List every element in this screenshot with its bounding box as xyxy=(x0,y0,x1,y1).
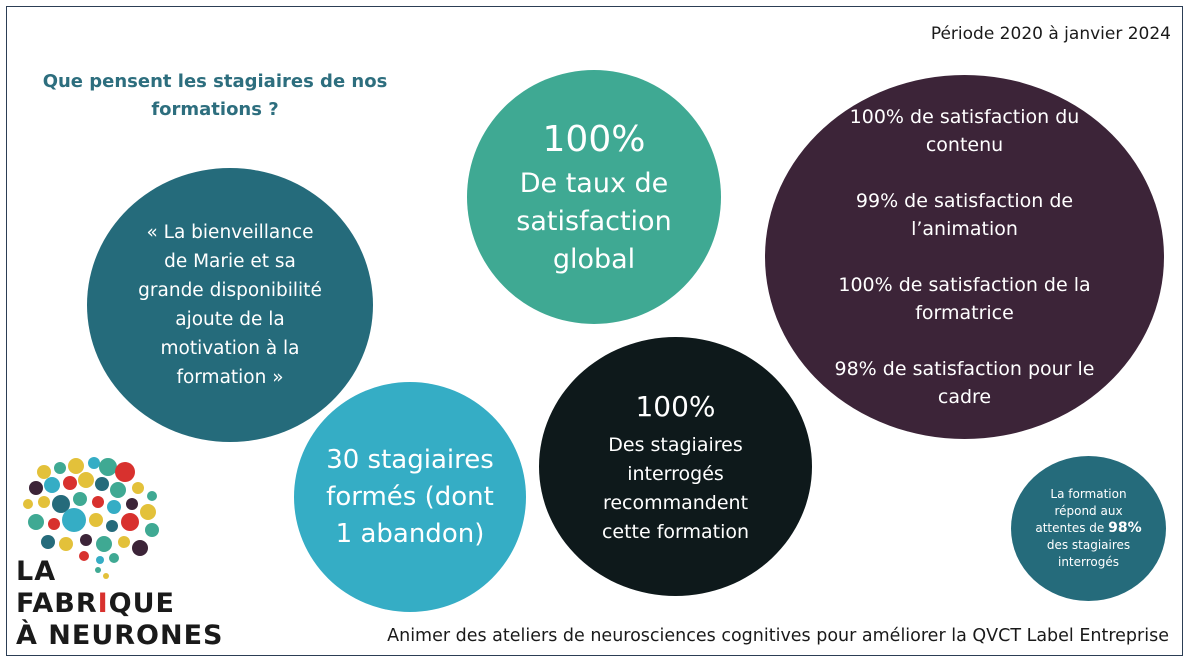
global-satisfaction-bubble: 100% De taux de satisfaction global xyxy=(467,70,721,324)
expectations-bubble: La formation répond aux attentes de 98% … xyxy=(1011,456,1166,601)
recommend-bubble: 100% Des stagiaires interrogés recommand… xyxy=(539,337,812,596)
quote-text: « La bienveillance de Marie et sa grande… xyxy=(138,222,322,388)
logo-wordmark: LA FABRIQUE À NEURONES xyxy=(16,556,224,651)
quote-bubble: « La bienveillance de Marie et sa grande… xyxy=(87,168,373,442)
recommend-label: Des stagiaires interrogés recommandent c… xyxy=(601,433,750,543)
satisfaction-item: 98% de satisfaction pour le cadre xyxy=(834,358,1095,408)
trainees-bubble: 30 stagiaires formés (dont 1 abandon) xyxy=(294,382,526,612)
expectations-text: La formation répond aux attentes de 98% … xyxy=(1035,487,1142,569)
global-satisfaction-label: De taux de satisfaction global xyxy=(516,168,672,275)
satisfaction-details-bubble: 100% de satisfaction du contenu 99% de s… xyxy=(765,75,1164,439)
satisfaction-item: 100% de satisfaction du contenu xyxy=(849,106,1080,156)
trainees-text: 30 stagiaires formés (dont 1 abandon) xyxy=(326,444,494,549)
page-frame xyxy=(6,6,1183,656)
satisfaction-item: 100% de satisfaction de la formatrice xyxy=(838,274,1091,324)
satisfaction-item: 99% de satisfaction de l’animation xyxy=(855,190,1074,240)
period-label: Période 2020 à janvier 2024 xyxy=(930,24,1171,44)
footer-caption: Animer des ateliers de neurosciences cog… xyxy=(387,626,1169,646)
logo-neurons-icon xyxy=(23,457,159,579)
recommend-value: 100% xyxy=(635,389,716,423)
global-satisfaction-value: 100% xyxy=(542,119,646,160)
page-title: Que pensent les stagiaires de nos format… xyxy=(42,71,388,120)
